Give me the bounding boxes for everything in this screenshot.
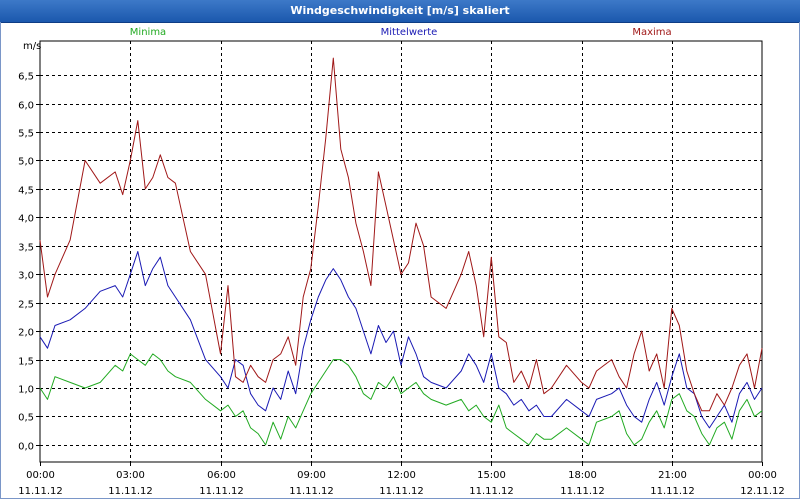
x-tick-time: 18:00	[568, 470, 597, 481]
wind-speed-chart: 0,0 0,5 1,0 1,5 2,0 2,5 3,0 3,5 4,0 4,5 5,0 5,5 6,0 6…	[18, 27, 785, 497]
y-axis-label: m/s	[23, 41, 41, 52]
x-tick-time: 15:00	[477, 470, 506, 481]
y-tick-label: 6,5	[18, 72, 34, 83]
legend-minima: Minima	[130, 27, 166, 38]
x-tick-time: 00:00	[26, 470, 55, 481]
x-tick-date: 11.11.12	[108, 486, 153, 497]
x-axis: 00:00 11.11.12 03:00 11.11.12 06:00 11.11.12 0…	[18, 462, 785, 497]
y-tick-label: 5,5	[18, 129, 34, 140]
x-tick-date: 11.11.12	[379, 486, 424, 497]
x-tick-time: 21:00	[658, 470, 687, 481]
y-tick-label: 1,5	[18, 357, 34, 368]
x-tick-date: 11.11.12	[469, 486, 514, 497]
y-tick-label: 5,0	[18, 157, 34, 168]
window-title: Windgeschwindigkeit [m/s] skaliert	[0, 0, 800, 23]
y-tick-label: 6,0	[18, 101, 34, 112]
x-tick-time: 12:00	[387, 470, 416, 481]
x-tick-date: 11.11.12	[650, 486, 695, 497]
x-tick-time: 09:00	[297, 470, 326, 481]
y-tick-label: 3,5	[18, 243, 34, 254]
series-line-mittelwerte	[39, 251, 763, 429]
y-axis: 0,0 0,5 1,0 1,5 2,0 2,5 3,0 3,5 4,0 4,5 5,0 5,5 6,0 6…	[18, 72, 40, 453]
x-tick-time: 00:00	[748, 470, 777, 481]
x-tick-date: 11.11.12	[199, 486, 244, 497]
x-tick-date: 11.11.12	[289, 486, 334, 497]
y-tick-label: 4,5	[18, 186, 34, 197]
y-tick-label: 2,5	[18, 300, 34, 311]
series-line-maxima	[39, 57, 763, 412]
y-tick-label: 2,0	[18, 328, 34, 339]
legend-mittelwerte: Mittelwerte	[381, 27, 438, 38]
x-tick-time: 03:00	[116, 470, 145, 481]
x-tick-date: 11.11.12	[560, 486, 605, 497]
y-tick-label: 0,0	[18, 442, 34, 453]
x-tick-time: 06:00	[207, 470, 236, 481]
grid-lines	[40, 41, 762, 462]
x-tick-date: 12.11.12	[740, 486, 785, 497]
chart-frame: 0,0 0,5 1,0 1,5 2,0 2,5 3,0 3,5 4,0 4,5 5,0 5,5 6,0 6…	[0, 22, 800, 499]
y-tick-label: 0,5	[18, 413, 34, 424]
y-tick-label: 3,0	[18, 271, 34, 282]
series-lines	[39, 57, 763, 446]
legend: Minima Mittelwerte Maxima	[130, 27, 672, 38]
y-tick-label: 1,0	[18, 385, 34, 396]
series-line-minima	[39, 353, 763, 446]
legend-maxima: Maxima	[632, 27, 671, 38]
x-tick-date: 11.11.12	[18, 486, 63, 497]
y-tick-label: 4,0	[18, 214, 34, 225]
